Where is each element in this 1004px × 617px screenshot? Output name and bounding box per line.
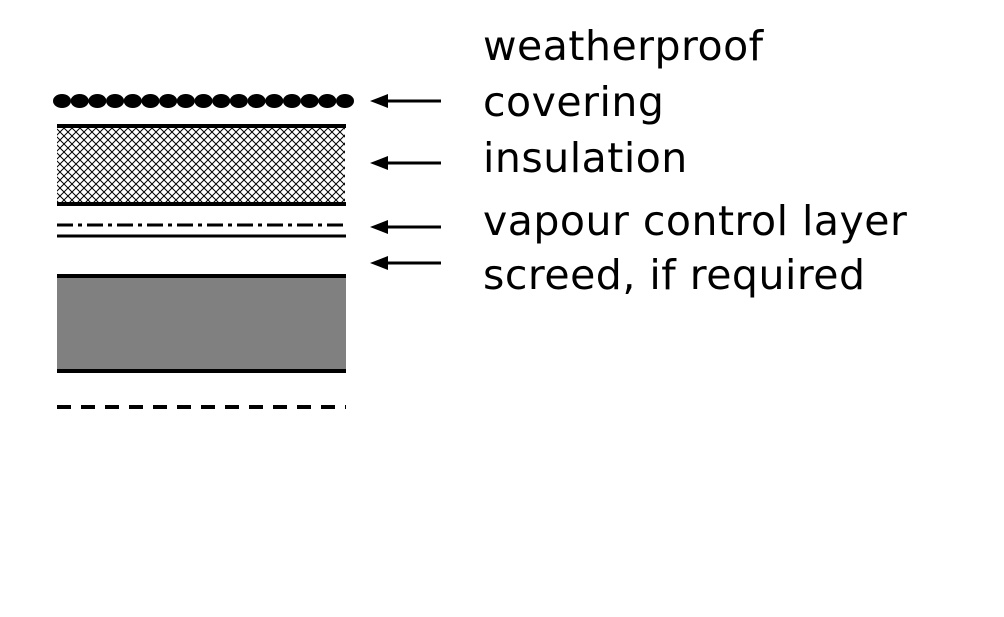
arrow-insulation — [370, 156, 441, 170]
label-insulation: insulation — [483, 134, 688, 182]
arrow-covering — [370, 94, 441, 108]
covering-dot — [247, 94, 266, 108]
label-vapour-control-layer: vapour control layer — [483, 197, 908, 245]
insulation-layer — [57, 124, 346, 206]
covering-dot — [176, 94, 195, 108]
covering-dot — [318, 94, 337, 108]
covering-dot — [53, 94, 71, 108]
weatherproof-covering-layer — [53, 94, 354, 108]
label-screed: screed, if required — [483, 251, 866, 299]
covering-dot — [265, 94, 284, 108]
covering-dot — [194, 94, 213, 108]
label-weatherproof: weatherproof — [483, 22, 764, 70]
label-covering: covering — [483, 78, 665, 126]
covering-dot — [212, 94, 231, 108]
covering-dot — [123, 94, 142, 108]
covering-dot — [141, 94, 160, 108]
covering-dot — [106, 94, 125, 108]
arrow-vapour-control — [370, 220, 441, 234]
arrow-screed — [370, 256, 441, 270]
vapour-control-layer — [57, 223, 346, 238]
covering-dot — [229, 94, 248, 108]
screed-slab-layer — [57, 274, 346, 373]
covering-dot — [282, 94, 301, 108]
covering-dot — [159, 94, 178, 108]
covering-dot — [70, 94, 89, 108]
covering-dot — [300, 94, 319, 108]
covering-dot — [336, 94, 354, 108]
covering-dot — [88, 94, 107, 108]
